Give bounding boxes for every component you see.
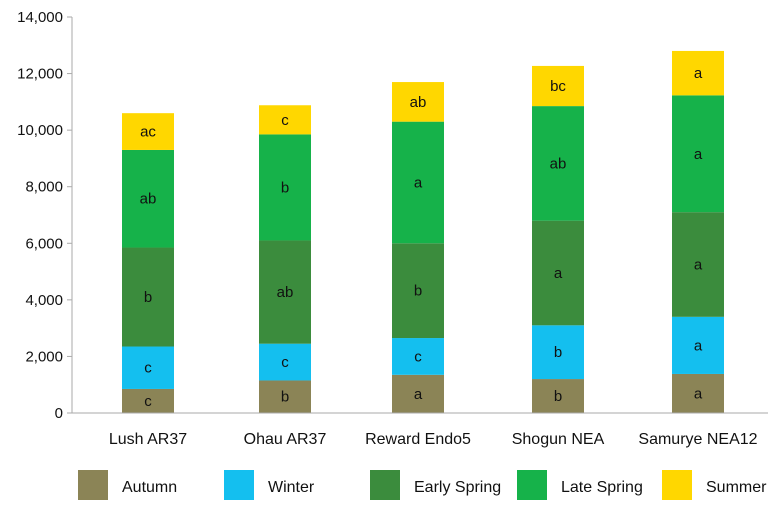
bar-segment-winter-3 [392,338,444,375]
bar-segment-autumn-2 [259,380,311,413]
bar-segment-label: ab [277,284,294,301]
x-axis: Lush AR37 Ohau AR37 Reward Endo5 Shogun NEA… [72,412,768,448]
bar-segment-early-spring-3 [392,243,444,339]
bar-segment-autumn-4 [532,379,584,413]
bar-segment-label: a [414,386,423,403]
legend-swatch-summer [662,470,692,500]
bar-segment-label: a [694,385,703,402]
y-tick-label: 0 [55,405,63,422]
x-category-label: Shogun NEA [512,431,605,448]
bar-segment-early-spring-5 [672,212,724,317]
y-tick-label: 12,000 [17,66,63,83]
bar-segment-label: c [414,348,422,365]
bar-segment-label: b [281,179,289,196]
legend-label: Early Spring [414,479,501,496]
bar-segment-label: ab [550,155,567,172]
bar-segment-late-spring-2 [259,134,311,241]
legend: Autumn Winter Early Spring Late Spring Summe… [78,470,767,500]
bar-segment-summer-2 [259,105,311,135]
bar-segment-early-spring-4 [532,220,584,326]
legend-swatch-late-spring [517,470,547,500]
bar-segment-early-spring-1 [122,247,174,347]
bar-segment-label: c [281,354,289,371]
legend-swatch-early-spring [370,470,400,500]
bar-segment-late-spring-1 [122,149,174,248]
y-axis: 0 2,000 4,000 6,000 8,000 10,000 12,000 14,000 [17,9,73,422]
legend-label: Winter [268,479,315,496]
bar-segment-autumn-3 [392,374,444,413]
y-tick-label: 4,000 [25,292,63,309]
x-category-label: Ohau AR37 [244,431,327,448]
y-tick-label: 2,000 [25,348,63,365]
legend-label: Late Spring [561,479,643,496]
legend-swatch-winter [224,470,254,500]
bar-segment-label: a [694,65,703,82]
bar-segment-late-spring-3 [392,121,444,244]
legend-label: Autumn [122,479,177,496]
bar-segment-label: a [694,337,703,354]
y-tick-label: 10,000 [17,122,63,139]
bar-segment-autumn-5 [672,373,724,413]
bar-segment-label: bc [550,78,566,95]
bar-segment-early-spring-2 [259,240,311,344]
bar-segment-label: ab [410,94,427,111]
bar-segment-label: c [281,112,289,129]
bar-segment-label: ab [140,191,157,208]
bar-segment-late-spring-4 [532,106,584,221]
legend-swatch-autumn [78,470,108,500]
bar-segment-label: b [554,388,562,405]
bar-segment-winter-1 [122,346,174,389]
y-tick-label: 8,000 [25,179,63,196]
bar-segment-autumn-1 [122,388,174,413]
bar-segment-winter-2 [259,343,311,381]
bar-segment-summer-3 [392,82,444,122]
bar-segment-summer-5 [672,50,724,96]
x-category-label: Lush AR37 [109,431,187,448]
legend-label: Summer [706,479,767,496]
bar-segment-label: a [414,174,423,191]
bar-segment-label: a [694,146,703,163]
bar-segment-label: c [144,360,152,377]
y-tick-label: 6,000 [25,235,63,252]
x-category-label: Reward Endo5 [365,431,471,448]
bar-segment-label: a [694,257,703,274]
bar-segment-label: c [144,393,152,410]
x-category-label: Samurye NEA12 [638,431,757,448]
bar-segment-late-spring-5 [672,95,724,213]
bar-segment-winter-4 [532,325,584,380]
bar-segment-label: b [554,344,562,361]
bar-segment-winter-5 [672,316,724,374]
bar-segment-summer-1 [122,113,174,150]
bar-segment-label: b [144,289,152,306]
bar-segment-summer-4 [532,65,584,107]
bar-segment-label: b [414,283,422,300]
bar-segment-label: a [554,265,563,282]
bar-segment-label: b [281,389,289,406]
bar-segment-label: ac [140,124,156,141]
y-tick-label: 14,000 [17,9,63,26]
